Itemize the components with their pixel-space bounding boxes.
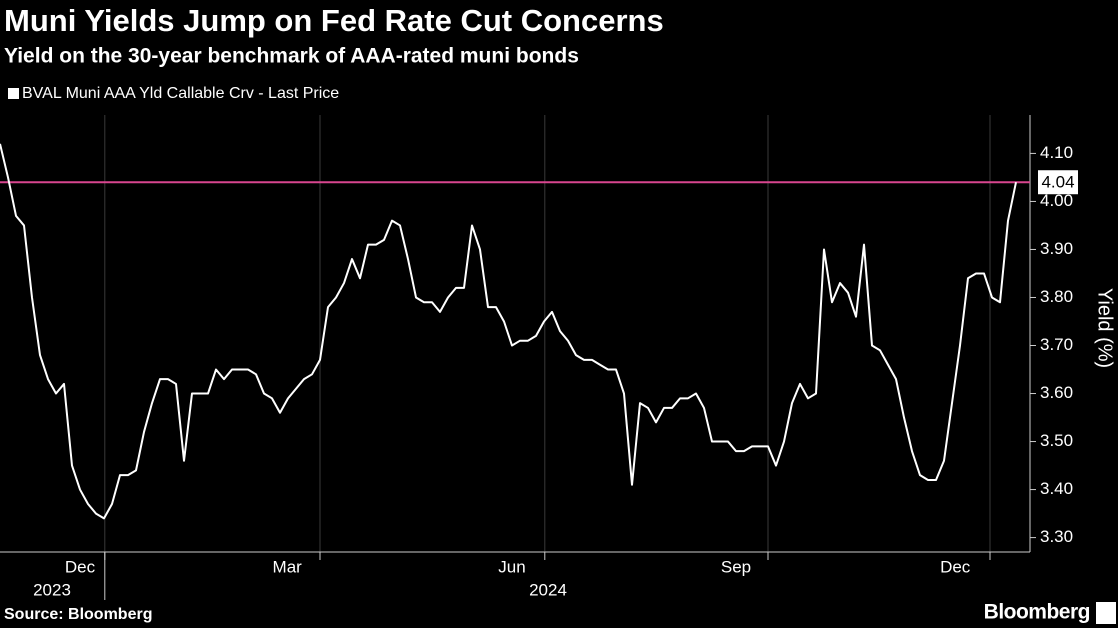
chart-title: Muni Yields Jump on Fed Rate Cut Concern… [4,3,664,38]
x-tick-label: Mar [273,557,303,576]
y-axis-label: Yield (%) [1094,288,1116,368]
chart-subtitle: Yield on the 30-year benchmark of AAA-ra… [4,45,579,68]
y-tick-label: 3.50 [1040,431,1073,450]
y-tick-label: 3.90 [1040,239,1073,258]
brand-icon [1096,602,1116,624]
y-tick-label: 3.70 [1040,335,1073,354]
x-tick-label: Jun [498,557,525,576]
legend-label: BVAL Muni AAA Yld Callable Crv - Last Pr… [22,85,339,102]
y-tick-label: 4.10 [1040,143,1073,162]
series-line [0,143,1017,520]
y-tick-label: 3.80 [1040,287,1073,306]
y-tick-label: 3.30 [1040,527,1073,546]
year-label: 2024 [529,580,567,599]
x-tick-label: Dec [940,557,971,576]
x-tick-label: Dec [65,557,96,576]
reference-label-box [1038,170,1078,195]
source: Source: Bloomberg [4,606,152,623]
y-tick-label: 3.40 [1040,479,1073,498]
y-tick-label: 4.00 [1040,191,1073,210]
year-label: 2023 [33,580,71,599]
reference-label: 4.04 [1041,173,1074,192]
legend-swatch [8,88,19,99]
y-tick-label: 3.60 [1040,383,1073,402]
x-tick-label: Sep [721,557,751,576]
brand: Bloomberg [984,601,1090,624]
